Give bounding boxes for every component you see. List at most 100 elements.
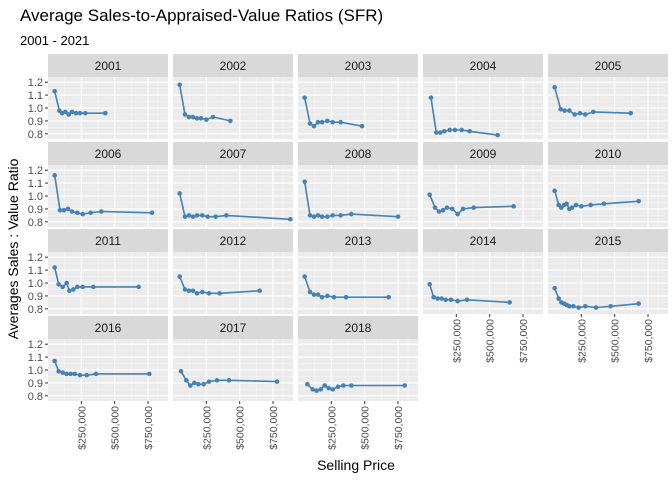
data-point bbox=[190, 114, 196, 120]
data-point bbox=[52, 265, 57, 270]
data-point bbox=[274, 379, 280, 384]
data-point bbox=[103, 110, 108, 116]
data-point bbox=[177, 191, 182, 196]
data-point bbox=[315, 119, 321, 125]
data-point bbox=[69, 109, 75, 115]
data-point bbox=[186, 288, 192, 294]
facet-strip bbox=[298, 316, 418, 339]
data-point bbox=[511, 204, 516, 209]
y-tick-label: 0.9 bbox=[28, 378, 43, 390]
data-point bbox=[330, 213, 335, 218]
x-tick-label: $250,000 bbox=[576, 319, 588, 363]
data-point bbox=[224, 213, 229, 218]
data-point bbox=[314, 388, 319, 393]
data-point bbox=[459, 127, 464, 133]
data-point bbox=[65, 206, 71, 212]
data-point bbox=[338, 119, 343, 125]
facet-strip-label: 2012 bbox=[220, 234, 247, 248]
data-point bbox=[427, 192, 432, 198]
x-tick-label: $250,000 bbox=[201, 406, 213, 450]
data-point bbox=[205, 214, 210, 219]
x-tick-label: $500,000 bbox=[235, 406, 247, 450]
data-point bbox=[552, 85, 557, 90]
facet-strip-label: 2015 bbox=[595, 234, 622, 248]
data-point bbox=[435, 296, 440, 301]
data-point bbox=[61, 207, 67, 213]
data-point bbox=[567, 303, 572, 309]
data-point bbox=[310, 387, 315, 392]
y-tick-label: 0.8 bbox=[28, 129, 43, 141]
x-tick-label: $500,000 bbox=[110, 406, 122, 450]
data-point bbox=[440, 207, 446, 213]
data-point bbox=[190, 288, 196, 294]
data-point bbox=[628, 110, 633, 116]
data-point bbox=[386, 294, 391, 300]
facet-strip bbox=[48, 142, 168, 165]
data-point bbox=[217, 291, 222, 296]
data-point bbox=[201, 381, 206, 387]
data-point bbox=[576, 305, 581, 310]
facet-strip-label: 2018 bbox=[345, 321, 372, 335]
chart-title: Average Sales-to-Appraised-Value Ratios … bbox=[20, 6, 384, 25]
data-point bbox=[147, 371, 152, 377]
data-point bbox=[572, 112, 577, 117]
x-axis-title: Selling Price bbox=[317, 457, 395, 473]
data-point bbox=[177, 82, 182, 88]
series-line bbox=[428, 194, 514, 216]
facet-strip bbox=[173, 229, 293, 252]
data-point bbox=[341, 383, 346, 388]
data-point bbox=[311, 292, 317, 297]
data-point bbox=[319, 294, 325, 300]
facet-strip bbox=[173, 142, 293, 165]
data-point bbox=[200, 289, 205, 295]
y-tick-label: 0.8 bbox=[28, 304, 43, 316]
data-point bbox=[558, 106, 563, 112]
data-point bbox=[583, 112, 588, 117]
data-point bbox=[436, 209, 442, 214]
facet-strip-label: 2002 bbox=[220, 59, 247, 73]
x-tick-label: $500,000 bbox=[610, 319, 622, 363]
y-tick-label: 1.2 bbox=[28, 252, 43, 264]
data-point bbox=[302, 95, 307, 100]
data-point bbox=[402, 383, 407, 388]
data-point bbox=[315, 292, 321, 297]
data-point bbox=[349, 211, 354, 217]
data-point bbox=[455, 211, 460, 217]
data-point bbox=[359, 123, 365, 129]
facet-strip bbox=[423, 142, 543, 165]
data-point bbox=[567, 108, 572, 113]
data-point bbox=[395, 214, 401, 219]
data-point bbox=[182, 112, 188, 117]
facet-strip bbox=[48, 316, 168, 339]
y-tick-label: 1.0 bbox=[28, 365, 43, 377]
facet-strip-label: 2007 bbox=[220, 147, 247, 161]
data-point bbox=[68, 371, 73, 377]
data-point bbox=[608, 303, 613, 309]
data-point bbox=[57, 207, 63, 213]
data-point bbox=[438, 130, 443, 135]
x-tick-label: $750,000 bbox=[518, 319, 530, 363]
data-point bbox=[226, 378, 232, 383]
data-point bbox=[99, 209, 104, 214]
data-point bbox=[192, 380, 197, 386]
y-tick-label: 1.2 bbox=[28, 165, 43, 177]
data-point bbox=[194, 116, 200, 121]
data-point bbox=[186, 213, 192, 218]
data-point bbox=[326, 385, 331, 391]
x-tick-label: $250,000 bbox=[451, 319, 463, 363]
facet-strip-label: 2009 bbox=[470, 147, 497, 161]
facet-strip bbox=[173, 316, 293, 339]
data-point bbox=[330, 387, 335, 392]
data-point bbox=[307, 121, 313, 126]
series-line bbox=[180, 370, 278, 387]
data-point bbox=[325, 118, 330, 124]
data-point bbox=[77, 110, 83, 116]
data-point bbox=[188, 383, 193, 388]
y-tick-label: 1.0 bbox=[28, 191, 43, 203]
data-point bbox=[91, 284, 96, 290]
data-point bbox=[84, 372, 89, 378]
data-point bbox=[338, 213, 343, 218]
data-point bbox=[579, 204, 584, 209]
data-point bbox=[206, 291, 212, 296]
data-point bbox=[588, 202, 593, 208]
